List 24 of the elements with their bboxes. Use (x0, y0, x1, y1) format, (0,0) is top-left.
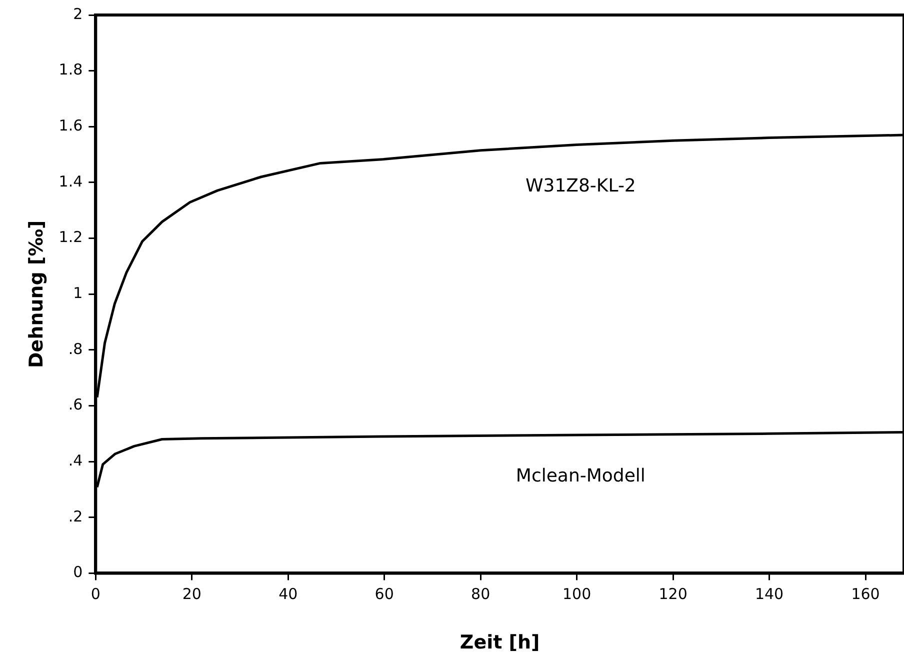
series-label: W31Z8-KL-2 (525, 175, 636, 196)
y-tick-label: 1.8 (58, 60, 83, 79)
y-tick-label: 1.4 (58, 172, 83, 190)
y-tick-label: .2 (68, 507, 83, 526)
y-tick-label: 2 (73, 4, 83, 23)
y-tick-label: 1.6 (58, 116, 83, 135)
y-tick-label: .8 (68, 340, 83, 358)
y-axis-title: Dehnung [‰] (25, 220, 48, 368)
x-tick-label: 0 (90, 585, 100, 604)
x-tick-label: 140 (754, 585, 784, 604)
x-tick-label: 60 (374, 585, 394, 604)
y-tick-label: .6 (68, 396, 83, 414)
x-tick-label: 80 (471, 585, 490, 604)
x-axis-title: Zeit [h] (460, 632, 540, 654)
series-label: Mclean-Modell (516, 466, 646, 487)
x-tick-label: 20 (182, 585, 202, 604)
x-tick-label: 40 (278, 585, 298, 604)
y-tick-label: 0 (73, 563, 83, 582)
x-tick-label: 100 (562, 585, 592, 604)
x-tick-label: 120 (658, 585, 688, 604)
y-tick-label: .4 (68, 451, 83, 470)
y-tick-label: 1 (73, 284, 83, 302)
x-tick-label: 160 (851, 585, 880, 604)
y-tick-label: 1.2 (58, 228, 83, 246)
